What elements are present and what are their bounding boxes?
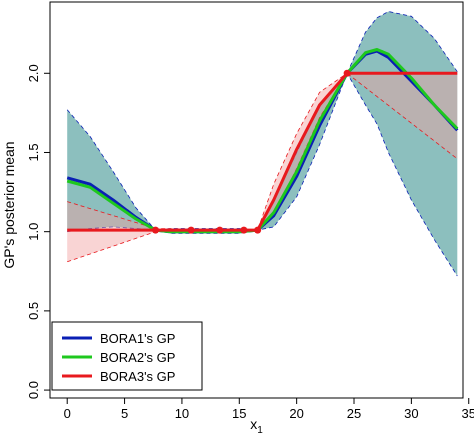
x-tick-label: 30 <box>404 406 418 421</box>
observation-point <box>152 226 160 234</box>
x-axis-title-subscript: 1 <box>257 425 263 434</box>
uncertainty-bands <box>66 11 458 277</box>
band-fill-1 <box>67 11 458 276</box>
x-tick-label: 15 <box>232 406 246 421</box>
legend-label-3: BORA3's GP <box>100 369 175 384</box>
observation-points <box>152 69 351 234</box>
legend: BORA1's GP BORA2's GP BORA3's GP <box>51 321 203 391</box>
x-axis-title-main: x <box>250 416 257 432</box>
y-axis-title: GP's posterior mean <box>1 141 17 268</box>
observation-point <box>343 69 351 77</box>
x-tick-label: 35 <box>462 406 474 421</box>
observation-point <box>254 226 262 234</box>
series-lines <box>66 48 459 234</box>
x-tick-label: 10 <box>175 406 189 421</box>
plot-frame <box>49 1 464 399</box>
y-tick-label: 2.0 <box>26 64 41 82</box>
x-tick-label: 5 <box>121 406 128 421</box>
observation-point <box>240 226 248 234</box>
y-tick-label: 0.5 <box>26 302 41 320</box>
x-tick-label: 25 <box>347 406 361 421</box>
legend-label-1: BORA1's GP <box>100 331 175 346</box>
observation-point <box>187 226 195 234</box>
y-tick-label: 1.0 <box>26 223 41 241</box>
observation-point <box>216 226 224 234</box>
series-line-3 <box>67 71 458 232</box>
x-tick-label: 0 <box>64 406 71 421</box>
series-line-2 <box>66 48 459 234</box>
legend-label-2: BORA2's GP <box>100 350 175 365</box>
x-axis: 0 5 10 15 20 25 30 35 <box>64 398 474 421</box>
x-axis-title: x1 <box>250 416 263 434</box>
x-tick-label: 20 <box>289 406 303 421</box>
y-tick-label: 0.0 <box>26 381 41 399</box>
y-tick-label: 1.5 <box>26 143 41 161</box>
y-axis: 0.0 0.5 1.0 1.5 2.0 <box>26 64 50 399</box>
